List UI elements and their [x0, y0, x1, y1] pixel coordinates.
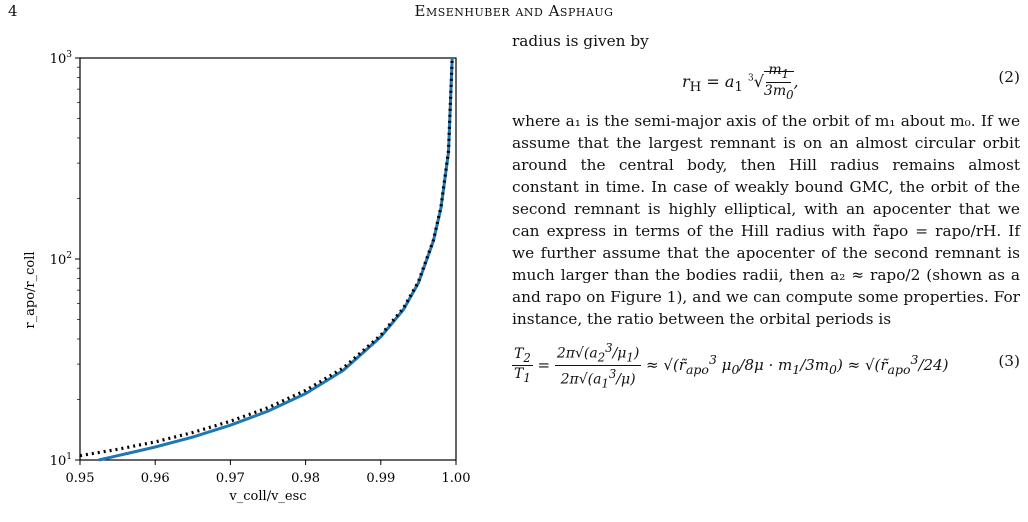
figure-chart: 0.95 0.96 0.97 0.98 0.99 1.00 101 102 103 v_col…: [23, 50, 471, 504]
x-tick-label: 1.00: [442, 471, 471, 486]
series-line-dotted: [79, 57, 454, 458]
y-tick-label: 102: [50, 251, 72, 268]
main-paragraph: where a₁ is the semi-major axis of the o…: [512, 112, 1020, 328]
x-tick-label: 0.96: [141, 471, 170, 486]
x-axis: 0.95 0.96 0.97 0.98 0.99 1.00: [66, 460, 471, 486]
plot-area: [79, 57, 457, 462]
equation-2-number: (2): [998, 68, 1020, 86]
series-line-solid: [98, 57, 454, 462]
equation-3: T2 T1 = 2π√(a23/μ1) 2π√(a13/μ) ≈ √(r̃apo3 …: [512, 330, 1020, 391]
intro-text: radius is given by: [512, 32, 649, 50]
y-axis-label: r_apo/r_coll: [23, 251, 38, 328]
y-axis: 101 102 103: [50, 50, 80, 469]
equation-2-math: rH = a1 3√ m1 3m0,: [682, 62, 799, 102]
x-tick-label: 0.97: [216, 471, 245, 486]
plot-frame: [79, 57, 457, 461]
text-column: radius is given by rH = a1 3√ m1 3m0, (2) …: [512, 30, 1020, 391]
running-head: Emsenhuber and Asphaug: [414, 2, 614, 20]
y-tick-label: 101: [50, 452, 72, 469]
page-number: 4: [8, 2, 18, 20]
x-tick-label: 0.95: [66, 471, 95, 486]
x-tick-label: 0.98: [291, 471, 320, 486]
x-axis-label: v_coll/v_esc: [228, 489, 306, 504]
y-tick-label: 103: [50, 50, 73, 67]
equation-2: rH = a1 3√ m1 3m0, (2): [512, 52, 1020, 110]
equation-3-number: (3): [998, 352, 1020, 370]
equation-3-math: T2 T1 = 2π√(a23/μ1) 2π√(a13/μ) ≈ √(r̃apo3 …: [512, 341, 949, 391]
x-tick-label: 0.99: [366, 471, 395, 486]
